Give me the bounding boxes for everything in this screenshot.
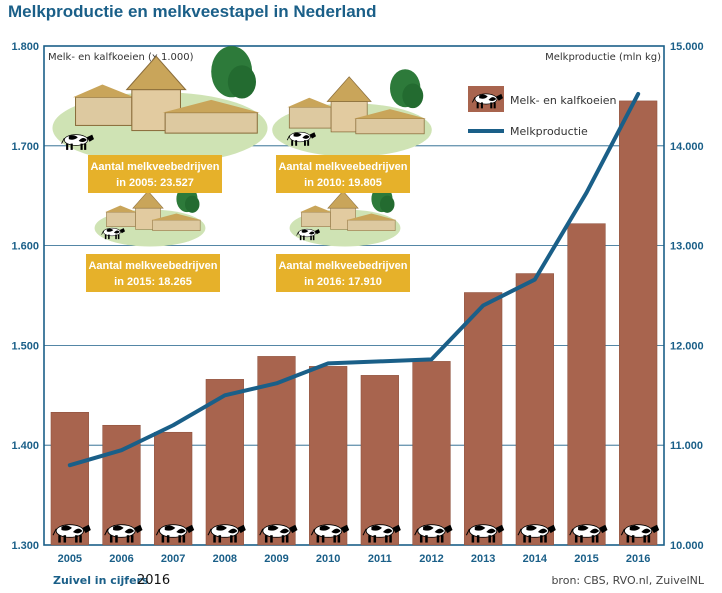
farm-illustration-2010 bbox=[271, 68, 433, 158]
x-tick-label-2011: 2011 bbox=[368, 553, 392, 565]
footer-year: 2016 bbox=[137, 573, 171, 588]
y-left-tick-label: 1.600 bbox=[11, 241, 39, 253]
x-tick-label-2012: 2012 bbox=[419, 553, 443, 565]
bar-2016 bbox=[619, 100, 658, 546]
y-left-tick-label: 1.400 bbox=[11, 440, 39, 452]
chart-title: Melkproductie en melkveestapel in Nederl… bbox=[8, 2, 377, 21]
farm-badge-2005: Aantal melkveebedrijven in 2005: 23.527 bbox=[88, 155, 222, 193]
y-right-tick-label: 14.000 bbox=[670, 141, 704, 153]
legend: Melk- en kalfkoeien Melkproductie bbox=[468, 86, 617, 138]
y-left-tick-label: 1.500 bbox=[11, 340, 39, 352]
y-left-tick-label: 1.800 bbox=[11, 41, 39, 53]
x-tick-label-2015: 2015 bbox=[574, 553, 598, 565]
bar-2015 bbox=[567, 223, 606, 546]
farm-badge-line2: in 2005: 23.527 bbox=[116, 177, 194, 189]
y-right-tick-label: 12.000 bbox=[670, 340, 704, 352]
footer-source: bron: CBS, RVO.nl, ZuivelNL bbox=[551, 574, 704, 587]
farm-badge-line2: in 2010: 19.805 bbox=[304, 177, 382, 189]
x-tick-label-2007: 2007 bbox=[161, 553, 185, 565]
bar-2008 bbox=[205, 379, 244, 546]
y-right-tick-label: 15.000 bbox=[670, 41, 704, 53]
farm-badge-line1: Aantal melkveebedrijven bbox=[88, 260, 217, 272]
bar-2011 bbox=[360, 375, 399, 546]
x-tick-label-2006: 2006 bbox=[109, 553, 133, 565]
x-tick-label-2010: 2010 bbox=[316, 553, 340, 565]
y-right-tick-label: 10.000 bbox=[670, 540, 704, 552]
farm-illustration-2015 bbox=[94, 185, 206, 247]
y-left-tick-label: 1.300 bbox=[11, 540, 39, 552]
farm-badge-2015: Aantal melkveebedrijven in 2015: 18.265 bbox=[86, 254, 220, 292]
bar-2014 bbox=[515, 273, 554, 546]
legend-line-label: Melkproductie bbox=[510, 125, 588, 138]
y-axis-left-label: Melk- en kalfkoeien (x 1.000) bbox=[48, 52, 194, 63]
legend-bar-label: Melk- en kalfkoeien bbox=[510, 94, 617, 107]
farm-illustration-2005 bbox=[51, 45, 269, 165]
x-tick-label-2005: 2005 bbox=[58, 553, 82, 565]
series-line-melkproductie bbox=[67, 91, 641, 468]
x-tick-label-2009: 2009 bbox=[264, 553, 288, 565]
farm-icon bbox=[289, 185, 401, 247]
farm-badge-2010: Aantal melkveebedrijven in 2010: 19.805 bbox=[276, 155, 410, 193]
x-tick-label-2013: 2013 bbox=[471, 553, 495, 565]
farm-badge-line1: Aantal melkveebedrijven bbox=[90, 161, 219, 173]
y-left-tick-label: 1.700 bbox=[11, 141, 39, 153]
y-right-tick-label: 11.000 bbox=[670, 440, 703, 452]
farm-badge-2016: Aantal melkveebedrijven in 2016: 17.910 bbox=[276, 254, 410, 292]
x-tick-label-2014: 2014 bbox=[523, 553, 548, 565]
farm-badge-line2: in 2016: 17.910 bbox=[304, 276, 382, 288]
x-tick-label-2016: 2016 bbox=[626, 553, 650, 565]
farm-illustration-2016 bbox=[289, 185, 401, 247]
bar-2012 bbox=[412, 361, 451, 546]
farm-icon bbox=[94, 185, 206, 247]
bar-2013 bbox=[464, 292, 503, 546]
farm-badge-line2: in 2015: 18.265 bbox=[114, 276, 192, 288]
y-right-tick-label: 13.000 bbox=[670, 241, 704, 253]
bar-2005 bbox=[50, 412, 89, 546]
footer-publication: Zuivel in cijfers bbox=[53, 574, 149, 587]
plot-frame bbox=[43, 45, 665, 546]
x-tick-label-2008: 2008 bbox=[213, 553, 237, 565]
farm-badge-line1: Aantal melkveebedrijven bbox=[278, 161, 407, 173]
bar-2010 bbox=[309, 366, 348, 546]
farm-badge-line1: Aantal melkveebedrijven bbox=[278, 260, 407, 272]
y-axis-right-label: Melkproductie (mln kg) bbox=[545, 52, 661, 63]
